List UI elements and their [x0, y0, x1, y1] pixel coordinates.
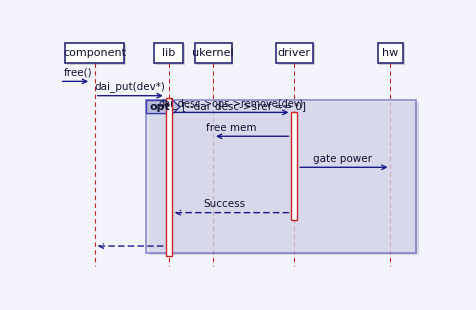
FancyBboxPatch shape: [65, 43, 124, 64]
FancyBboxPatch shape: [149, 102, 418, 255]
Text: ukernel: ukernel: [192, 48, 233, 58]
Text: free mem: free mem: [206, 123, 256, 133]
FancyBboxPatch shape: [377, 43, 403, 64]
Text: component: component: [63, 48, 126, 58]
FancyBboxPatch shape: [378, 44, 405, 65]
FancyBboxPatch shape: [291, 113, 297, 220]
Text: gate power: gate power: [312, 154, 371, 164]
Text: Success: Success: [203, 199, 246, 209]
FancyBboxPatch shape: [196, 44, 233, 65]
Text: [--dai_desc->sref == 0]: [--dai_desc->sref == 0]: [182, 102, 306, 113]
Text: hw: hw: [382, 48, 398, 58]
FancyBboxPatch shape: [277, 44, 314, 65]
FancyBboxPatch shape: [154, 43, 183, 64]
Text: driver: driver: [278, 48, 310, 58]
Text: dai_desc->ops->remove(dev): dai_desc->ops->remove(dev): [159, 98, 304, 109]
FancyBboxPatch shape: [275, 43, 312, 64]
Text: dai_put(dev*): dai_put(dev*): [94, 81, 165, 92]
Text: opt: opt: [149, 102, 170, 112]
FancyBboxPatch shape: [67, 44, 126, 65]
Text: lib: lib: [162, 48, 175, 58]
FancyBboxPatch shape: [165, 98, 171, 256]
Polygon shape: [146, 100, 179, 113]
FancyBboxPatch shape: [194, 43, 231, 64]
Text: free(): free(): [63, 67, 92, 77]
FancyBboxPatch shape: [146, 100, 416, 253]
FancyBboxPatch shape: [155, 44, 185, 65]
